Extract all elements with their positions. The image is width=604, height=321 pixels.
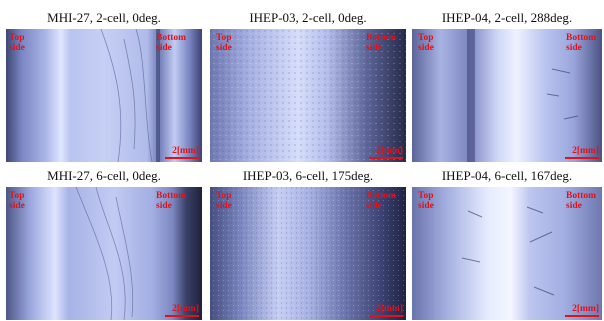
scale-bar: 2[mm] [369,304,403,317]
scale-line [165,315,199,317]
bottom-side-label: Bottom side [566,33,597,53]
weld-image-ihep04-6cell: Top side Bottom side 2[mm] [412,187,602,320]
caption-mhi27-2cell: MHI-27, 2-cell, 0deg. [47,10,161,25]
scale-line [369,315,403,317]
scale-line [565,315,599,317]
top-side-label: Top side [418,33,434,53]
scale-bar: 2[mm] [369,146,403,159]
caption-ihep04-2cell: IHEP-04, 2-cell, 288deg. [441,10,573,25]
scale-line [165,157,199,159]
top-side-label: Top side [9,191,25,211]
scale-label: 2[mm] [376,304,403,314]
scale-label: 2[mm] [172,304,199,314]
bottom-side-label: Bottom side [366,191,397,211]
bottom-side-label: Bottom side [156,33,187,53]
bottom-side-label: Bottom side [156,191,187,211]
caption-ihep03-2cell: IHEP-03, 2-cell, 0deg. [249,10,367,25]
scale-line [369,157,403,159]
scale-label: 2[mm] [572,146,599,156]
bottom-side-label: Bottom side [566,191,597,211]
top-side-label: Top side [418,191,434,211]
weld-image-mhi27-6cell: Top side Bottom side 2[mm] [6,187,202,320]
caption-ihep03-6cell: IHEP-03, 6-cell, 175deg. [242,168,374,183]
caption-mhi27-6cell: MHI-27, 6-cell, 0deg. [47,168,161,183]
weld-image-ihep04-2cell: Top side Bottom side 2[mm] [412,29,602,162]
top-side-label: Top side [9,33,25,53]
scale-label: 2[mm] [172,146,199,156]
caption-ihep04-6cell: IHEP-04, 6-cell, 167deg. [441,168,573,183]
weld-image-mhi27-2cell: Top side Bottom side 2[mm] [6,29,202,162]
scale-bar: 2[mm] [565,304,599,317]
top-side-label: Top side [216,191,232,211]
scale-bar: 2[mm] [565,146,599,159]
weld-image-ihep03-2cell: Top side Bottom side 2[mm] [210,29,406,162]
scale-line [565,157,599,159]
bottom-side-label: Bottom side [366,33,397,53]
top-side-label: Top side [216,33,232,53]
weld-image-ihep03-6cell: Top side Bottom side 2[mm] [210,187,406,320]
scale-bar: 2[mm] [165,304,199,317]
scale-label: 2[mm] [572,304,599,314]
scale-bar: 2[mm] [165,146,199,159]
scale-label: 2[mm] [376,146,403,156]
